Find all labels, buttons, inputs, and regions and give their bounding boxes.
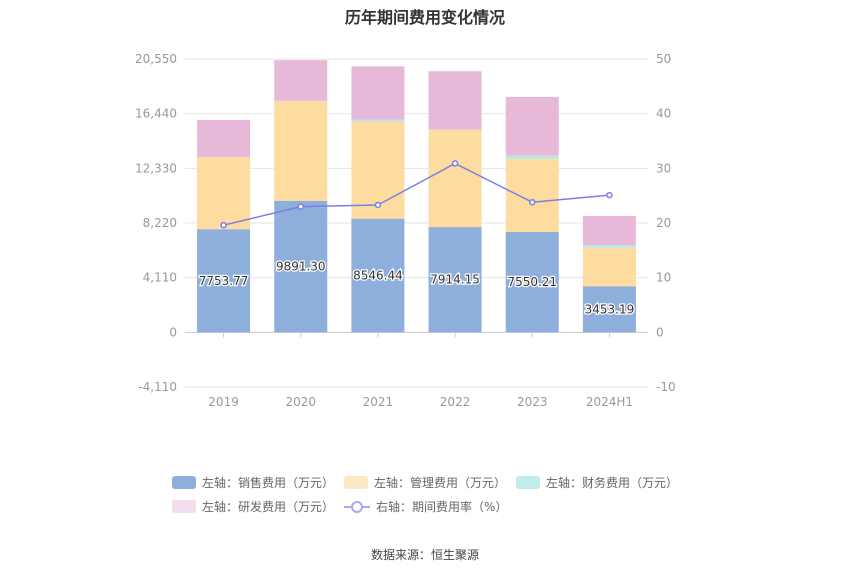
x-axis-tick-label: 2024H1 (586, 395, 633, 409)
data-label-sales: 7550.21 (507, 275, 557, 289)
data-label-sales: 7914.15 (430, 273, 480, 287)
bar-finance (505, 155, 559, 159)
bar-sales (197, 229, 251, 333)
bar-finance (351, 119, 405, 122)
legend-label-sales: 左轴：销售费用（万元） (202, 476, 335, 490)
legend-swatch-rd (172, 500, 196, 513)
chart-title: 历年期间费用变化情况 (344, 8, 505, 27)
data-label-sales: 3453.19 (585, 302, 635, 316)
bar-rd (351, 66, 405, 120)
x-axis-tick-label: 2023 (517, 395, 548, 409)
left-axis-tick-label: -4,110 (138, 380, 177, 394)
left-axis-tick-label: 12,330 (135, 161, 177, 175)
right-axis-tick-label: 50 (656, 52, 671, 66)
legend-item-finance[interactable]: 左轴：财务费用（万元） (516, 474, 678, 491)
point-rate (451, 160, 459, 167)
x-axis-tick-label: 2021 (363, 395, 394, 409)
bar-finance (582, 245, 636, 248)
right-axis-tick-label: 20 (656, 216, 671, 230)
bar-sales (582, 286, 636, 333)
bar-rd (197, 119, 251, 158)
bar-admin (197, 157, 251, 230)
data-label-sales: 9891.30 (276, 260, 326, 274)
legend-swatch-finance (516, 476, 540, 489)
bar-rd (582, 215, 636, 246)
point-rate (529, 198, 536, 206)
bar-rd (274, 60, 328, 101)
data-label-sales: 7753.77 (199, 274, 249, 288)
bar-admin (428, 129, 482, 228)
legend-swatch-sales (172, 476, 196, 489)
right-axis-tick-label: 30 (656, 161, 671, 175)
legend-label-admin: 左轴：管理费用（万元） (374, 476, 507, 490)
left-axis-tick-label: 8,220 (143, 216, 177, 230)
point-rate (220, 221, 227, 229)
legend-label-rate: 右轴：期间费用率（%） (376, 500, 508, 514)
line-rate (223, 162, 610, 226)
bar-rd (428, 71, 482, 130)
legend-swatch-admin (344, 476, 368, 489)
point-rate (297, 203, 304, 210)
point-rate (606, 191, 613, 199)
left-axis-tick-label: 0 (169, 325, 177, 339)
data-label-sales: 8546.44 (353, 268, 403, 282)
legend-label-rd: 左轴：研发费用（万元） (202, 500, 335, 514)
bar-admin (274, 101, 328, 201)
bar-sales (351, 218, 405, 333)
bar-sales (428, 227, 482, 333)
legend-item-sales[interactable]: 左轴：销售费用（万元） (172, 474, 334, 491)
right-axis-tick-label: 40 (656, 107, 671, 121)
legend-label-finance: 左轴：财务费用（万元） (546, 476, 679, 490)
bar-rd (505, 96, 559, 156)
data-source-note: 数据来源：恒生聚源 (370, 548, 479, 562)
bar-sales (274, 200, 328, 333)
x-axis-tick-label: 2022 (440, 395, 471, 409)
left-axis-tick-label: 20,550 (135, 52, 177, 66)
legend-item-rate[interactable]: 右轴：期间费用率（%） (344, 498, 507, 515)
legend-line-marker-icon (344, 500, 370, 513)
right-axis-tick-label: 10 (656, 271, 671, 285)
right-axis-tick-label: -10 (656, 380, 676, 394)
point-rate (374, 201, 382, 209)
left-axis-tick-label: 16,440 (135, 107, 177, 121)
legend-item-admin[interactable]: 左轴：管理费用（万元） (344, 474, 506, 491)
left-axis-tick-label: 4,110 (143, 271, 177, 285)
bar-sales (505, 231, 559, 333)
right-axis-tick-label: 0 (656, 325, 664, 339)
x-axis-tick-label: 2020 (285, 395, 316, 409)
bar-admin (582, 247, 636, 287)
x-axis-tick-label: 2019 (208, 395, 239, 409)
bar-admin (505, 158, 559, 232)
legend-item-rd[interactable]: 左轴：研发费用（万元） (172, 498, 334, 515)
